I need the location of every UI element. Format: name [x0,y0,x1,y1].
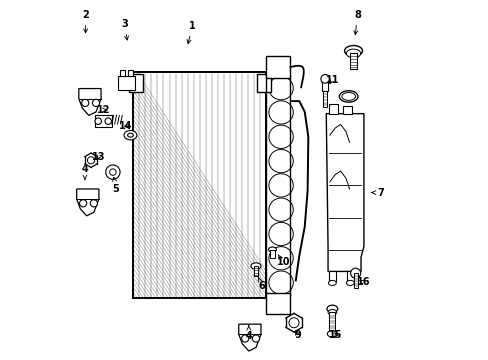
Circle shape [87,157,94,164]
Circle shape [80,200,86,207]
Bar [346,271,353,282]
Bar [133,72,265,298]
Ellipse shape [268,247,276,252]
Bar [133,72,265,298]
Ellipse shape [268,149,293,173]
Bar [118,76,135,90]
Text: 15: 15 [328,330,342,340]
Bar [321,81,328,91]
Bar [127,69,132,76]
Circle shape [320,75,329,83]
Bar [120,69,125,76]
Ellipse shape [327,310,336,315]
Bar [257,74,270,92]
Bar [133,72,265,298]
Text: 4: 4 [245,325,252,341]
Ellipse shape [268,174,293,197]
Text: 10: 10 [276,255,289,267]
Text: 14: 14 [119,121,133,131]
Bar [265,76,290,295]
Bar [343,106,352,114]
Text: 6: 6 [258,278,264,291]
Text: 16: 16 [356,277,369,287]
Circle shape [252,335,259,342]
Ellipse shape [250,263,261,269]
Text: 3: 3 [121,19,128,40]
Text: 9: 9 [294,330,300,340]
Text: 4: 4 [81,164,88,180]
Ellipse shape [341,93,355,100]
Ellipse shape [326,305,337,312]
Ellipse shape [339,91,357,102]
Ellipse shape [346,49,360,58]
Ellipse shape [268,222,293,246]
Polygon shape [238,324,261,351]
Circle shape [105,118,111,125]
Bar [129,74,142,92]
Circle shape [350,268,360,278]
Text: 8: 8 [353,10,360,35]
Circle shape [90,200,97,207]
Ellipse shape [127,133,133,137]
Ellipse shape [268,101,293,124]
Ellipse shape [268,77,293,100]
Bar [329,312,335,332]
Text: 1: 1 [187,21,196,44]
Circle shape [92,99,100,107]
Bar [353,273,357,288]
Polygon shape [77,189,99,216]
Bar [328,271,335,282]
Text: 13: 13 [92,152,105,162]
Bar [270,249,274,258]
Ellipse shape [326,330,337,337]
Polygon shape [79,89,101,116]
Text: 12: 12 [97,105,110,115]
Ellipse shape [268,271,293,294]
Ellipse shape [328,280,336,285]
Circle shape [105,165,120,179]
Ellipse shape [124,131,137,140]
Polygon shape [325,114,363,271]
Bar [349,53,356,69]
Bar [254,266,257,276]
Text: 5: 5 [112,177,119,194]
Text: 11: 11 [325,75,338,85]
Bar [328,104,337,114]
Ellipse shape [344,45,362,56]
Text: 7: 7 [371,188,384,198]
Circle shape [109,169,116,175]
Bar [265,56,290,78]
Bar [265,293,290,315]
Bar [94,116,112,127]
Bar [323,91,326,107]
Ellipse shape [268,247,293,270]
Ellipse shape [268,125,293,148]
Circle shape [241,335,248,342]
Text: 2: 2 [82,10,89,33]
Ellipse shape [346,280,353,285]
Ellipse shape [268,198,293,221]
Circle shape [95,118,101,125]
Circle shape [81,99,89,107]
Circle shape [288,318,298,328]
